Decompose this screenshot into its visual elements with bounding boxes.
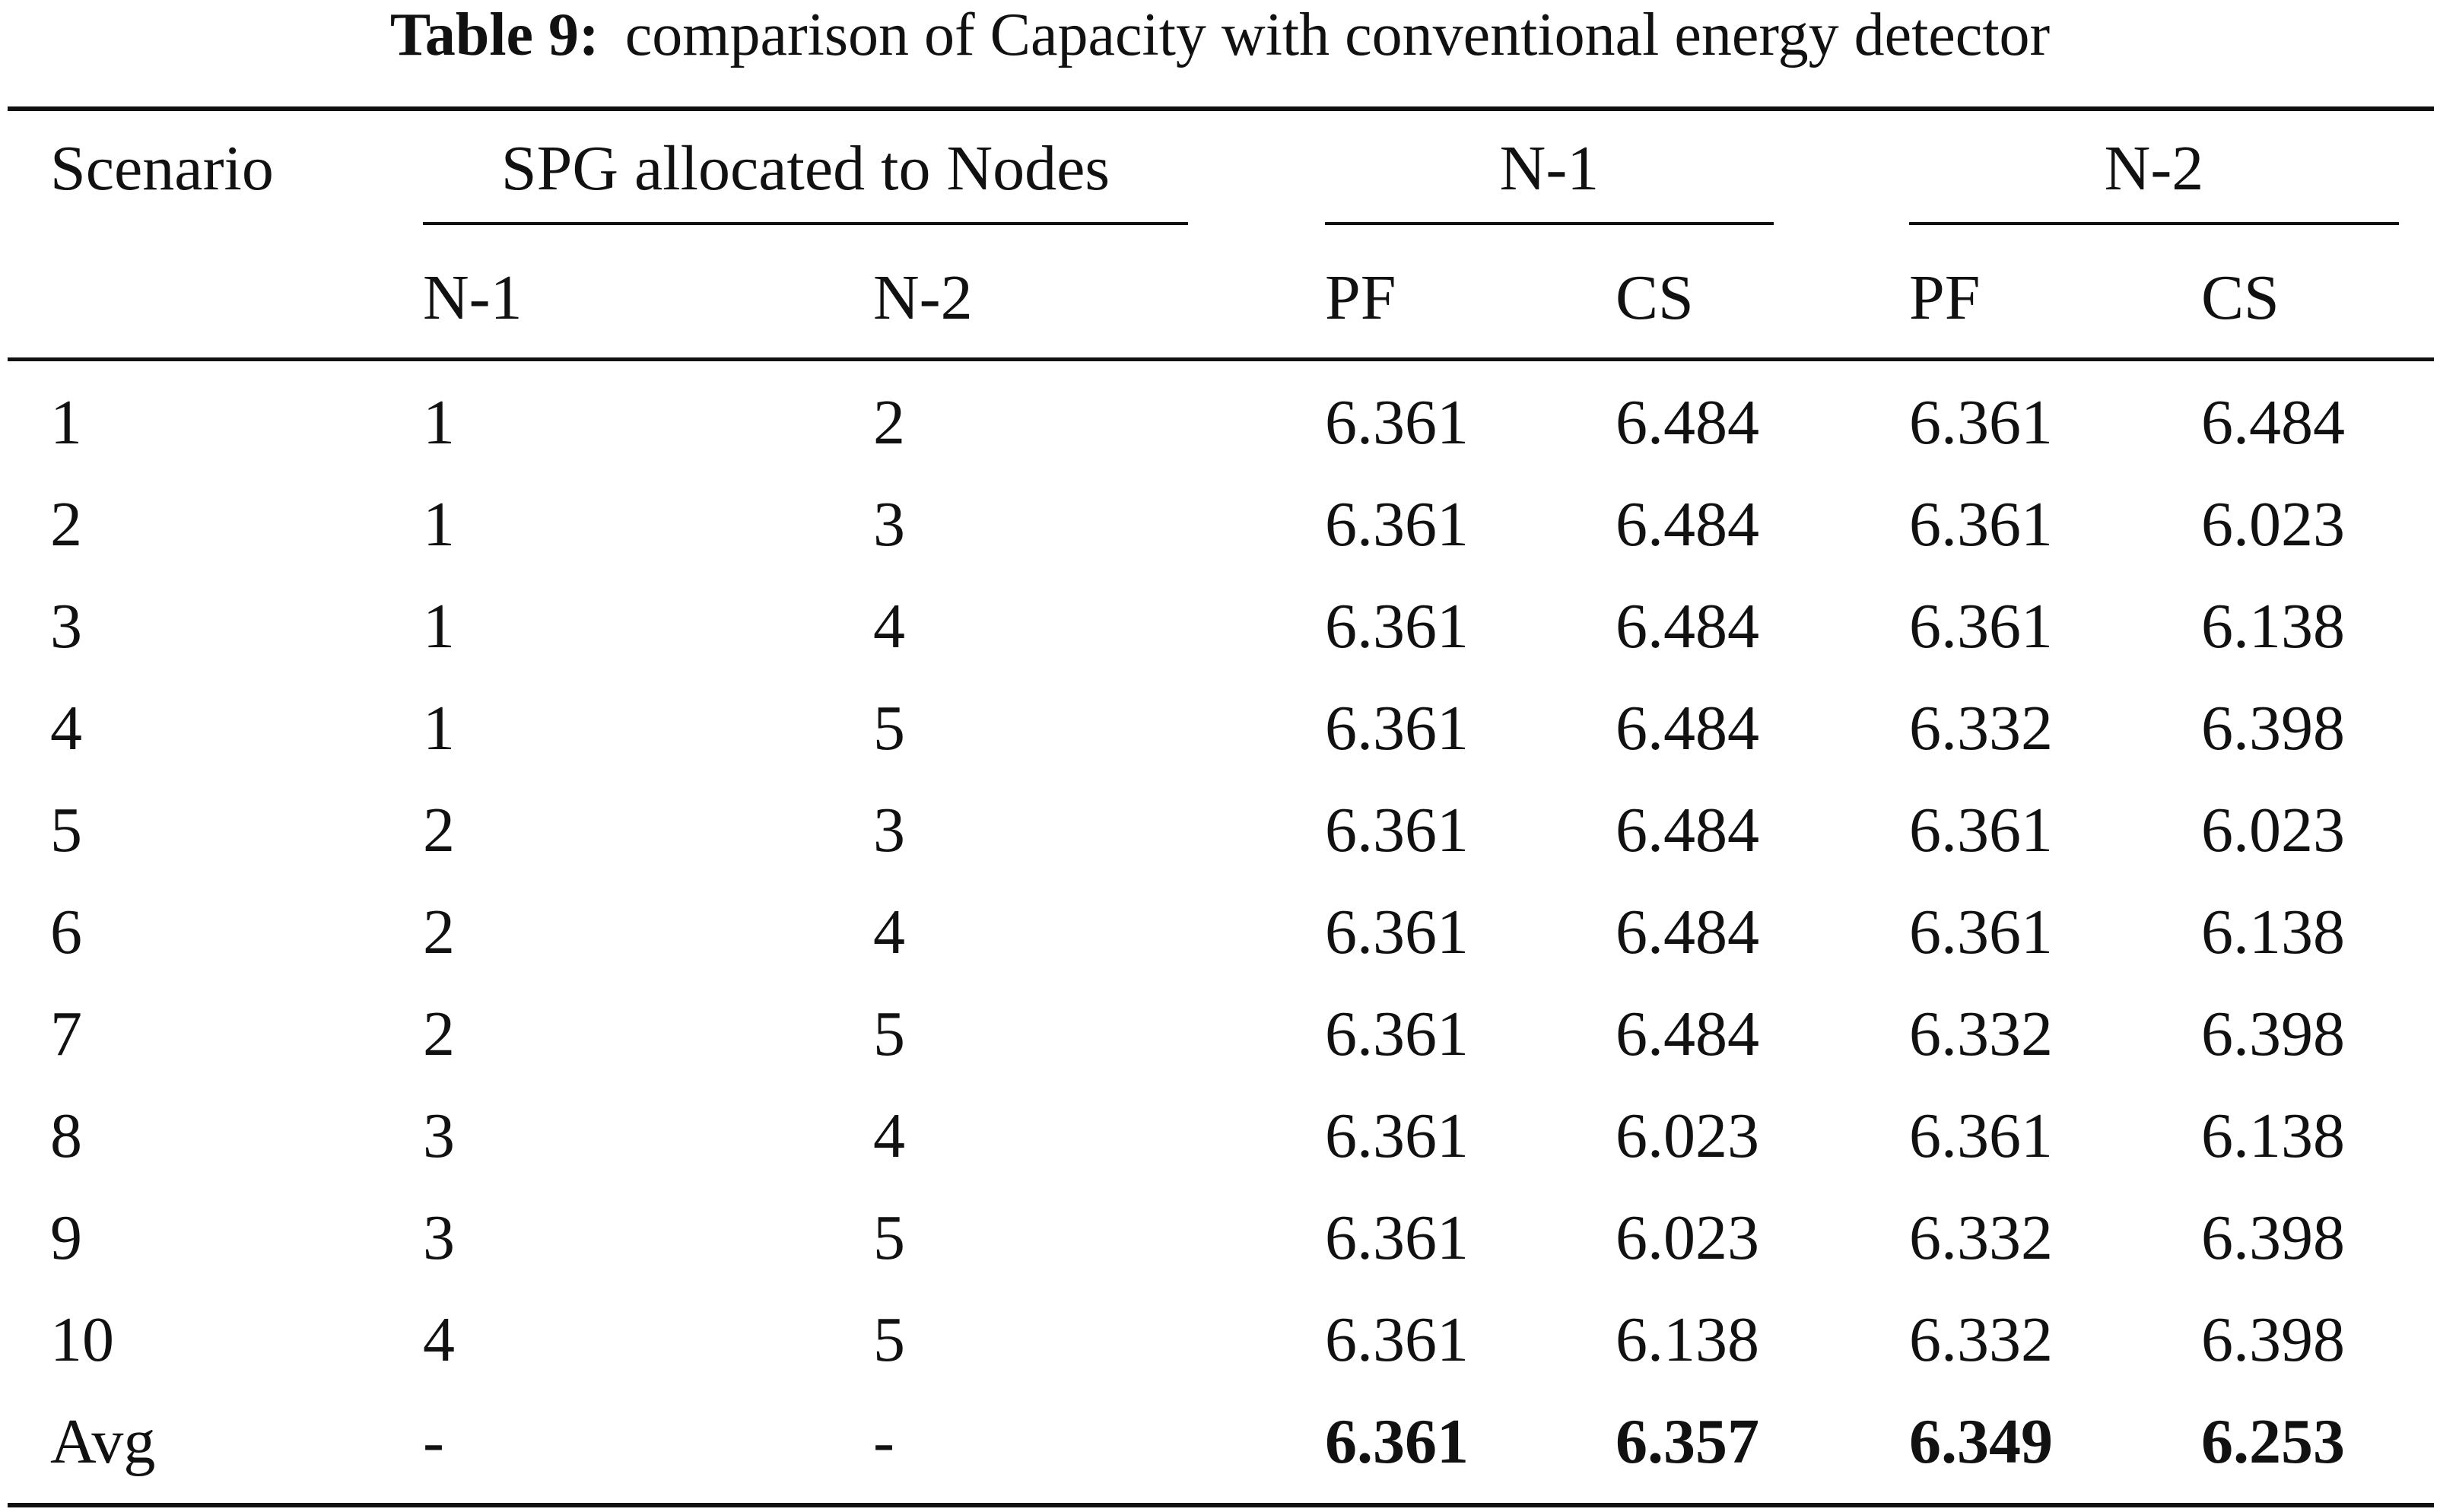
cell-n1-pf: 6.361: [1325, 387, 1469, 458]
cell-n2-pf: 6.361: [1909, 591, 2053, 662]
col-group-header-n2: N-2: [2104, 133, 2204, 204]
cell-spg-n1: 2: [423, 795, 455, 866]
cell-n1-pf: 6.361: [1325, 1406, 1469, 1477]
cell-spg-n2: 4: [873, 1101, 905, 1171]
cell-scenario: 3: [50, 591, 82, 662]
cell-n2-pf: 6.361: [1909, 897, 2053, 967]
bottom-rule: [8, 1503, 2434, 1507]
cell-n1-cs: 6.484: [1616, 693, 1759, 764]
cell-n1-pf: 6.361: [1325, 1304, 1469, 1375]
cell-n2-cs: 6.253: [2201, 1406, 2345, 1477]
cell-scenario: 4: [50, 693, 82, 764]
header-rule: [8, 357, 2434, 361]
cell-n2-cs: 6.023: [2201, 795, 2345, 866]
col-header-spg-n1: N-1: [423, 262, 523, 333]
cell-spg-n2: 3: [873, 489, 905, 560]
cell-n1-pf: 6.361: [1325, 489, 1469, 560]
cell-n1-cs: 6.484: [1616, 387, 1759, 458]
cell-n2-pf: 6.361: [1909, 1101, 2053, 1171]
col-group-header-spg: SPG allocated to Nodes: [500, 133, 1110, 204]
cell-n2-cs: 6.398: [2201, 999, 2345, 1069]
cell-n2-pf: 6.332: [1909, 1304, 2053, 1375]
cell-n2-cs: 6.138: [2201, 897, 2345, 967]
cell-n2-cs: 6.138: [2201, 1101, 2345, 1171]
cell-spg-n2: 2: [873, 387, 905, 458]
table-caption-label: Table 9:: [389, 2, 599, 68]
cell-spg-n1: -: [423, 1406, 444, 1477]
cell-spg-n2: 3: [873, 795, 905, 866]
cell-n1-pf: 6.361: [1325, 1101, 1469, 1171]
cell-n1-pf: 6.361: [1325, 1202, 1469, 1273]
cell-n2-cs: 6.138: [2201, 591, 2345, 662]
cell-n1-cs: 6.023: [1616, 1202, 1759, 1273]
cell-scenario: 8: [50, 1101, 82, 1171]
cell-n1-pf: 6.361: [1325, 693, 1469, 764]
cell-n1-cs: 6.484: [1616, 897, 1759, 967]
cell-n2-pf: 6.332: [1909, 1202, 2053, 1273]
col-group-header-n1: N-1: [1499, 133, 1600, 204]
cell-scenario: 6: [50, 897, 82, 967]
cell-spg-n1: 1: [423, 387, 455, 458]
cell-n1-pf: 6.361: [1325, 591, 1469, 662]
cell-n2-pf: 6.361: [1909, 795, 2053, 866]
cell-n1-pf: 6.361: [1325, 999, 1469, 1069]
cell-n2-pf: 6.361: [1909, 489, 2053, 560]
cell-spg-n1: 1: [423, 693, 455, 764]
col-header-n1-cs: CS: [1616, 262, 1694, 333]
cell-n1-cs: 6.484: [1616, 999, 1759, 1069]
cell-spg-n2: 5: [873, 999, 905, 1069]
cell-scenario: Avg: [50, 1406, 156, 1477]
cell-spg-n1: 3: [423, 1101, 455, 1171]
col-header-scenario: Scenario: [50, 133, 274, 204]
cell-n1-pf: 6.361: [1325, 897, 1469, 967]
cell-n1-cs: 6.484: [1616, 591, 1759, 662]
cell-spg-n1: 1: [423, 591, 455, 662]
cell-spg-n2: 4: [873, 591, 905, 662]
cell-scenario: 1: [50, 387, 82, 458]
cell-n2-pf: 6.332: [1909, 693, 2053, 764]
n1-group-underline: [1325, 222, 1774, 225]
cell-n2-cs: 6.398: [2201, 1304, 2345, 1375]
cell-n2-pf: 6.349: [1909, 1406, 2053, 1477]
cell-scenario: 2: [50, 489, 82, 560]
cell-n2-pf: 6.361: [1909, 387, 2053, 458]
table-caption: Table 9: comparison of Capacity with conv…: [0, 0, 2440, 70]
top-rule: [8, 106, 2434, 111]
cell-n1-cs: 6.138: [1616, 1304, 1759, 1375]
cell-spg-n1: 1: [423, 489, 455, 560]
cell-spg-n2: -: [873, 1406, 894, 1477]
cell-spg-n2: 5: [873, 1202, 905, 1273]
spg-group-underline: [423, 222, 1188, 225]
cell-spg-n1: 2: [423, 999, 455, 1069]
col-header-spg-n2: N-2: [873, 262, 973, 333]
table-caption-text: comparison of Capacity with conventional…: [624, 2, 2051, 68]
cell-scenario: 7: [50, 999, 82, 1069]
col-header-n2-pf: PF: [1909, 262, 1981, 333]
cell-n2-cs: 6.398: [2201, 693, 2345, 764]
cell-spg-n2: 5: [873, 693, 905, 764]
cell-n1-cs: 6.484: [1616, 489, 1759, 560]
col-header-n1-pf: PF: [1325, 262, 1396, 333]
cell-n1-cs: 6.357: [1616, 1406, 1759, 1477]
col-header-n2-cs: CS: [2201, 262, 2280, 333]
cell-n2-pf: 6.332: [1909, 999, 2053, 1069]
cell-n2-cs: 6.484: [2201, 387, 2345, 458]
cell-n1-cs: 6.023: [1616, 1101, 1759, 1171]
cell-spg-n2: 4: [873, 897, 905, 967]
cell-scenario: 5: [50, 795, 82, 866]
n2-group-underline: [1909, 222, 2399, 225]
cell-spg-n1: 2: [423, 897, 455, 967]
cell-scenario: 9: [50, 1202, 82, 1273]
cell-spg-n2: 5: [873, 1304, 905, 1375]
cell-spg-n1: 3: [423, 1202, 455, 1273]
cell-spg-n1: 4: [423, 1304, 455, 1375]
cell-n2-cs: 6.023: [2201, 489, 2345, 560]
cell-scenario: 10: [50, 1304, 114, 1375]
cell-n2-cs: 6.398: [2201, 1202, 2345, 1273]
cell-n1-pf: 6.361: [1325, 795, 1469, 866]
cell-n1-cs: 6.484: [1616, 795, 1759, 866]
